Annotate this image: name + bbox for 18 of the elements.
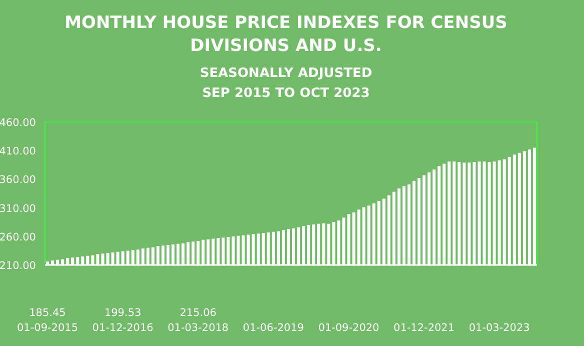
x-tick-label: 01-03-2023 [468,322,530,334]
y-tick-label: 210.00 [0,260,36,272]
y-tick-label: 460.00 [0,117,36,129]
x-tick-label: 01-09-2020 [318,322,380,334]
x-tick-label: 01-06-2019 [242,322,304,334]
x-tick-label: 01-09-2015 [16,322,78,334]
y-tick-label: 260.00 [0,231,36,244]
text: 185.45 [29,307,66,319]
y-tick-label: 410.00 [0,146,36,158]
y-tick-label: 360.00 [0,174,36,186]
x-tick-label: 01-12-2021 [394,322,455,334]
text: 199.53 [104,307,142,319]
chart-subtitle: SEASONALLY ADJUSTED SEP 2015 TO OCT 2023 [200,66,372,101]
text: 215.06 [180,307,217,319]
x-tick-label: 01-03-2018 [168,322,229,334]
chart-title: MONTHLY HOUSE PRICE INDEXES FOR CENSUS DIVISIONS AND U.S. [64,13,508,56]
x-tick-label: 01-12-2016 [92,322,154,334]
y-tick-label: 310.00 [0,202,36,215]
